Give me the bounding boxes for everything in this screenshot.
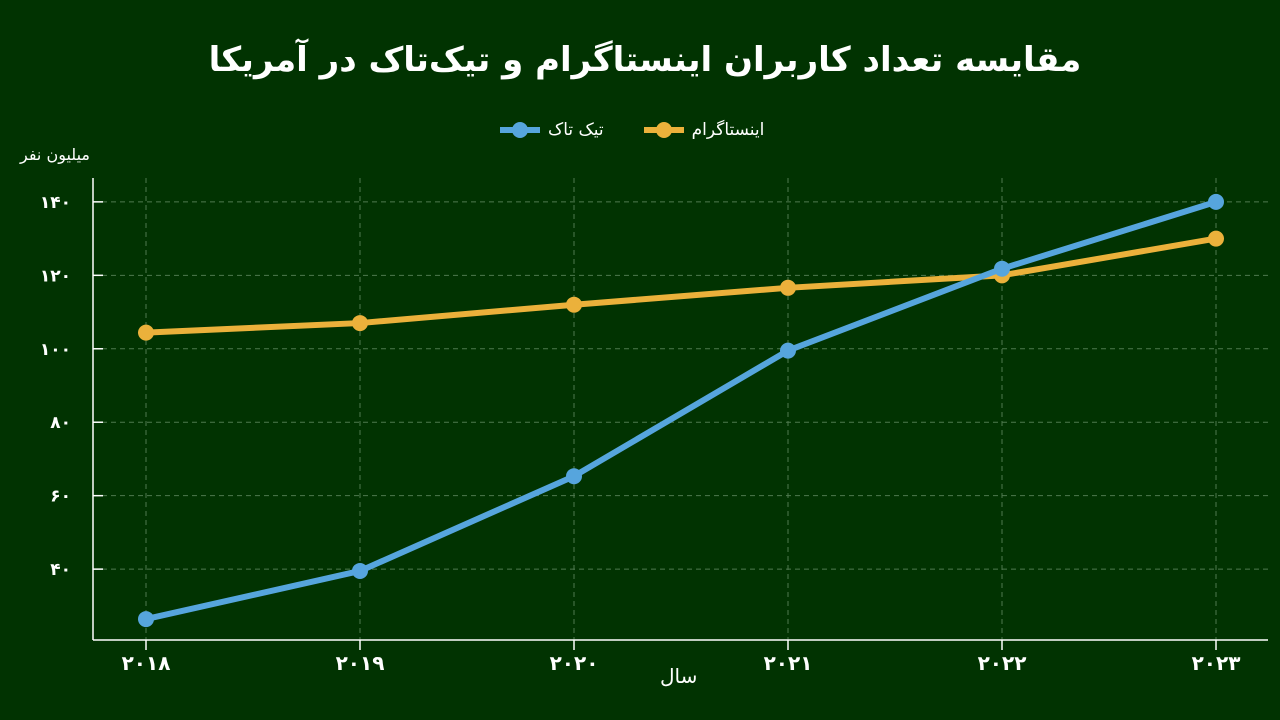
x-tick-label: ۲۰۲۲ bbox=[978, 651, 1027, 675]
x-tick-label: ۲۰۱۹ bbox=[336, 651, 385, 675]
data-point-tiktok bbox=[352, 562, 368, 579]
legend-label-instagram: اینستاگرام bbox=[691, 120, 765, 140]
y-tick-label: ۴۰ bbox=[50, 560, 71, 580]
data-point-tiktok bbox=[566, 468, 582, 485]
y-tick-label: ۱۴۰ bbox=[40, 193, 71, 213]
x-tick-label: ۲۰۲۳ bbox=[1192, 651, 1241, 675]
legend: تیک تاک اینستاگرام bbox=[500, 120, 764, 140]
data-point-instagram bbox=[138, 324, 154, 341]
data-point-tiktok bbox=[994, 260, 1010, 277]
legend-item-instagram: اینستاگرام bbox=[643, 120, 765, 140]
legend-item-tiktok: تیک تاک bbox=[500, 120, 604, 140]
data-point-tiktok bbox=[780, 342, 796, 359]
data-point-tiktok bbox=[138, 611, 154, 628]
y-tick-label: ۱۰۰ bbox=[40, 340, 71, 360]
data-point-tiktok bbox=[1208, 193, 1224, 210]
legend-label-tiktok: تیک تاک bbox=[548, 120, 604, 140]
legend-swatch-tiktok bbox=[500, 122, 540, 138]
data-point-instagram bbox=[352, 315, 368, 332]
y-tick-label: ۶۰ bbox=[50, 487, 71, 507]
x-tick-label: ۲۰۲۱ bbox=[764, 651, 813, 675]
series-line-tiktok bbox=[145, 199, 1217, 622]
x-axis-label: سال bbox=[660, 664, 698, 688]
data-point-instagram bbox=[1208, 230, 1224, 247]
x-tick-label: ۲۰۱۸ bbox=[122, 651, 171, 675]
data-point-instagram bbox=[780, 279, 796, 296]
legend-swatch-instagram bbox=[643, 122, 684, 138]
y-tick-label: ۱۲۰ bbox=[40, 266, 71, 286]
chart-title: مقایسه تعداد کاربران اینستاگرام و تیک‌تا… bbox=[208, 40, 1082, 80]
y-axis-label: میلیون نفر bbox=[20, 145, 90, 164]
series-line-instagram bbox=[145, 235, 1217, 336]
y-tick-label: ۸۰ bbox=[50, 413, 71, 433]
x-tick-label: ۲۰۲۰ bbox=[550, 651, 599, 675]
data-point-instagram bbox=[566, 296, 582, 313]
